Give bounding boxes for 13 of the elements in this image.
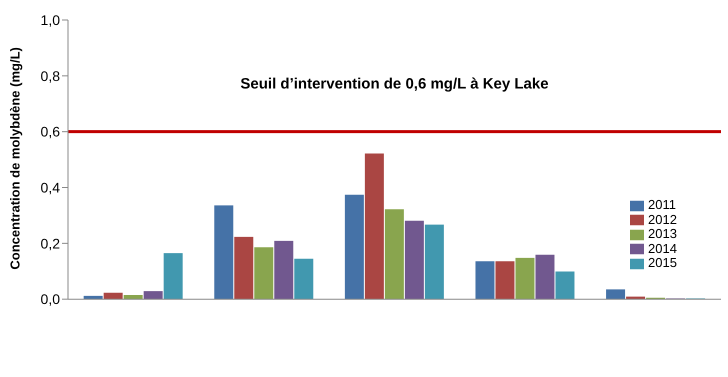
legend-label: 2015	[648, 255, 677, 270]
legend-label: 2011	[648, 197, 676, 212]
y-tick-label: 0,8	[40, 68, 60, 84]
y-tick-label: 1,0	[40, 12, 60, 28]
y-tick-label: 0,0	[40, 291, 60, 308]
legend-label: 2014	[648, 240, 677, 256]
ref-line-label: Seuil d’intervention de 0,6 mg/L à Key Lake	[240, 76, 549, 93]
y-axis-title: Concentration de molybdène (mg/L)	[8, 47, 23, 270]
y-tick-label: 0,4	[40, 179, 60, 196]
y-tick-label: 0,2	[40, 235, 60, 252]
legend-label: 2012	[648, 212, 677, 227]
legend-label: 2013	[648, 226, 677, 242]
y-tick-label: 0,6	[40, 124, 60, 140]
